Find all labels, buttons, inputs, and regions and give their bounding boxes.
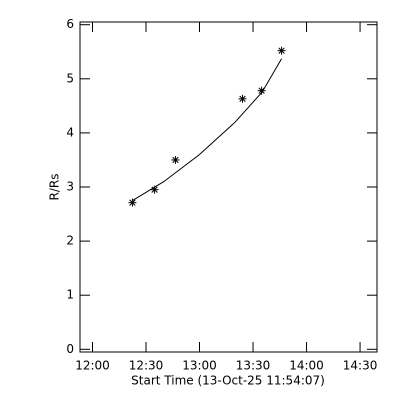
y-tick-label: 6 — [66, 17, 74, 31]
point — [277, 46, 286, 55]
point — [128, 198, 137, 207]
point-stroke — [172, 156, 179, 164]
x-axis-title: Start Time (13-Oct-25 11:54:07) — [131, 374, 325, 388]
fit-line — [132, 58, 282, 201]
y-tick-label: 5 — [66, 71, 74, 85]
x-tick-label: 12:00 — [75, 359, 110, 373]
y-axis-title: R/Rs — [48, 174, 62, 201]
x-tick-label: 14:00 — [289, 359, 324, 373]
y-tick-label: 4 — [66, 125, 74, 139]
point — [257, 86, 266, 95]
point-stroke — [151, 186, 158, 193]
point-stroke — [278, 47, 285, 54]
plot-frame — [79, 21, 378, 353]
point — [150, 185, 159, 194]
y-tick-label: 0 — [66, 342, 74, 356]
x-tick-label: 12:30 — [129, 359, 164, 373]
point — [238, 94, 247, 103]
point-stroke — [129, 199, 136, 206]
point-stroke — [239, 95, 246, 102]
y-tick-label: 1 — [66, 288, 74, 302]
y-tick-label: 2 — [66, 234, 74, 248]
y-tick-label: 3 — [66, 180, 74, 194]
point-stroke — [258, 87, 265, 94]
x-tick-label: 13:00 — [182, 359, 217, 373]
x-tick-label: 13:30 — [236, 359, 271, 373]
x-tick-label: 14:30 — [343, 359, 378, 373]
point — [171, 155, 180, 164]
